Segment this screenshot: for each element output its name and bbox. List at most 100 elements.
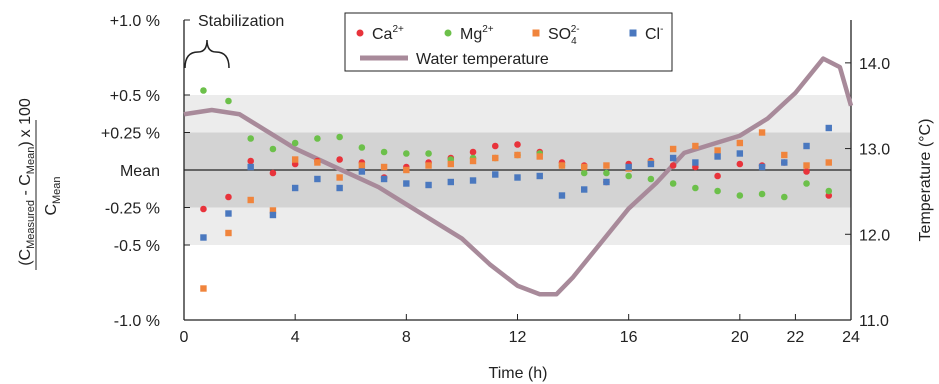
y-left-tick-label: -0.5 % (114, 238, 160, 255)
stabilization-brace (184, 39, 230, 69)
point-cl (291, 184, 299, 192)
point-mg (247, 135, 254, 142)
left-label-minus: - C (17, 174, 34, 200)
point-so (603, 162, 610, 169)
left-axis-label: (CMeasured - CMean)x 100 CMean (17, 98, 63, 270)
point-ca (336, 156, 343, 163)
point-so (758, 129, 766, 136)
point-cl (536, 172, 543, 180)
x-tick-label: 16 (620, 329, 638, 346)
point-so (803, 162, 810, 169)
point-so (469, 157, 477, 165)
stabilization-label: Stabilization (198, 13, 284, 30)
point-mg (736, 192, 744, 199)
point-ca (469, 148, 477, 156)
point-so (291, 156, 299, 163)
series-cl (200, 124, 832, 241)
point-cl (625, 163, 632, 171)
temperature-line (183, 56, 854, 297)
point-ca (200, 205, 207, 213)
point-so (247, 196, 254, 204)
point-cl (669, 154, 677, 162)
point-cl (447, 178, 454, 186)
point-mg (603, 169, 610, 177)
y-right-tick-label: 12.0 (859, 227, 890, 244)
x-axis-label: Time (h) (489, 365, 548, 382)
point-ca (247, 157, 254, 165)
y-left-tick-label: +0.5 % (110, 88, 160, 105)
svg-text:CMean: CMean (43, 176, 63, 215)
point-cl (269, 211, 277, 219)
point-ca (736, 160, 744, 168)
point-cl (781, 159, 788, 166)
x-tick-label: 22 (787, 329, 805, 346)
point-so (225, 229, 232, 237)
point-cl (425, 181, 432, 189)
left-label-sub-mean: Mean (25, 147, 37, 175)
point-cl (692, 159, 699, 166)
point-cl (558, 192, 566, 199)
point-mg (692, 184, 699, 192)
x-tick-label: 20 (731, 329, 749, 346)
point-cl (514, 174, 521, 181)
y-left-tick-label: +1.0 % (110, 13, 160, 30)
point-cl (736, 150, 744, 157)
legend-label-temperature: Water temperature (416, 51, 549, 68)
point-so (781, 151, 788, 159)
legend-marker-cl (629, 29, 637, 37)
legend-label-mg: Mg2+ (460, 24, 494, 43)
point-mg (647, 175, 655, 183)
y-left-tick-label: +0.25 % (101, 126, 160, 143)
legend-marker-so (532, 29, 540, 37)
y-right-tick-label: 14.0 (859, 56, 890, 73)
point-ca (714, 172, 721, 180)
legend-label-cl: Cl- (645, 24, 663, 43)
y-right-tick-label: 13.0 (859, 142, 890, 159)
y-left-tick-label: Mean (120, 163, 160, 180)
point-ca (269, 169, 277, 177)
point-mg (200, 87, 207, 94)
point-cl (469, 177, 477, 184)
legend-label-so: SO42- (548, 24, 580, 47)
point-ca (803, 168, 810, 175)
x-tick-label: 24 (842, 329, 860, 346)
point-so (269, 207, 277, 214)
left-label-factor: x 100 (17, 98, 34, 137)
x-tick-label: 8 (402, 329, 411, 346)
point-so (492, 154, 499, 162)
point-mg (825, 187, 833, 195)
x-tick-label: 0 (180, 329, 189, 346)
point-cl (758, 163, 766, 171)
point-cl (358, 168, 366, 175)
series-mg (200, 87, 833, 201)
y-left-tick-label: -0.25 % (105, 201, 160, 218)
point-mg (714, 187, 721, 195)
point-so (380, 163, 388, 171)
point-so (200, 285, 207, 292)
point-cl (380, 175, 388, 183)
point-so (358, 162, 366, 169)
point-so (514, 151, 521, 159)
point-so (736, 139, 744, 147)
point-mg (380, 148, 388, 156)
point-cl (314, 175, 321, 183)
x-tick-label: 4 (291, 329, 300, 346)
point-ca (491, 142, 499, 150)
point-mg (803, 180, 810, 187)
point-cl (225, 210, 232, 217)
point-mg (580, 169, 588, 177)
temperature-layer (183, 56, 854, 297)
point-so (558, 162, 566, 169)
point-cl (825, 124, 832, 132)
point-ca (514, 141, 521, 148)
point-mg (314, 135, 321, 142)
point-so (692, 142, 699, 150)
point-cl (336, 184, 343, 192)
point-mg (225, 97, 232, 105)
point-cl (603, 178, 610, 186)
y-right-tick-label: 11.0 (859, 313, 889, 330)
point-mg (758, 190, 766, 198)
left-label-open: (C (17, 249, 34, 266)
y-left-tick-label: -1.0 % (114, 313, 160, 330)
